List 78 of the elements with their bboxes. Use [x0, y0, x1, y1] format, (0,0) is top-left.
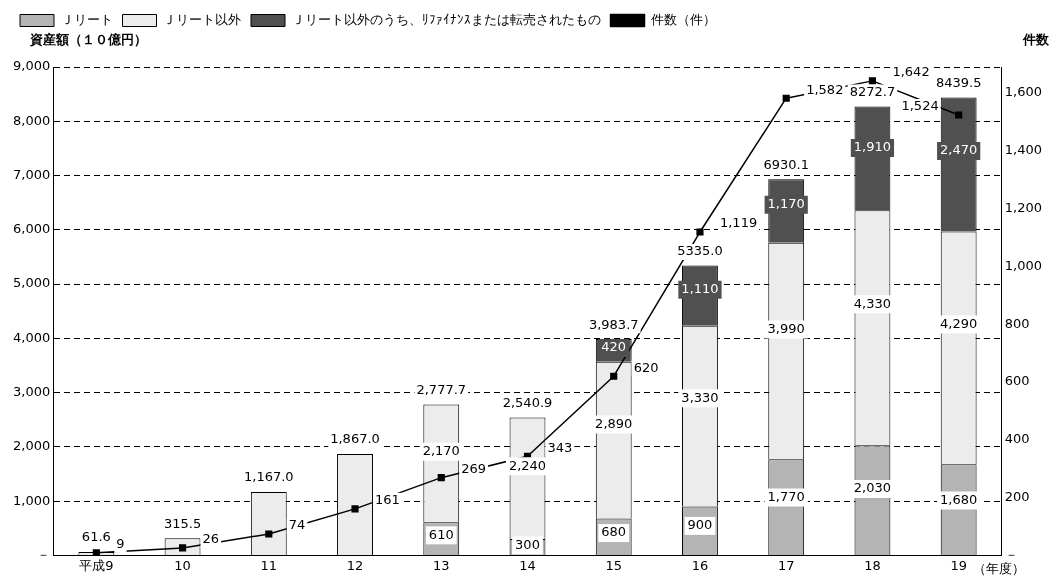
data-label: 269	[461, 461, 487, 477]
y2-tick-label: 1,600	[1004, 84, 1042, 100]
y-tick-label: 9,000	[13, 58, 51, 74]
y2-tick-label: 600	[1004, 373, 1030, 389]
x-tick-label: 15	[605, 557, 623, 573]
data-label: 300	[515, 536, 540, 552]
annotation: 61.6	[81, 529, 111, 545]
annotation: 6930.1	[763, 156, 809, 172]
x-tick-label: 10	[174, 557, 191, 573]
data-label: 1,170	[767, 196, 805, 212]
annotation: 5335.0	[677, 243, 723, 259]
data-label: 2,030	[853, 480, 892, 496]
data-label: 4,330	[853, 295, 892, 311]
legend-label: Ｊリート	[60, 11, 113, 27]
annotation: 1,167.0	[243, 469, 294, 485]
data-label: 900	[687, 517, 713, 533]
x-tick-label: 16	[691, 557, 709, 573]
x-tick-label: 13	[432, 557, 450, 573]
y2-tick-label: 1,400	[1004, 142, 1042, 158]
data-label: 2,890	[595, 415, 633, 431]
annotation: 1,867.0	[330, 431, 380, 447]
x-tick-label: 12	[346, 557, 364, 573]
y2-tick-label: 200	[1004, 488, 1030, 504]
y-tick-label: 2,000	[13, 438, 51, 454]
y-tick-label: 1,000	[13, 492, 51, 508]
data-label: 1,910	[853, 139, 892, 155]
data-label: 74	[288, 517, 306, 533]
x-axis-title: （年度）	[972, 560, 1025, 576]
data-label: 343	[547, 439, 573, 455]
y-axis-title: 資産額（１０億円）	[29, 32, 147, 48]
data-label: 420	[601, 339, 627, 355]
y2-tick-label: 1,000	[1004, 257, 1042, 273]
annotation: 2,540.9	[502, 394, 553, 410]
data-label: 3,990	[767, 320, 805, 336]
y2-tick-label: 400	[1004, 431, 1030, 447]
data-label: 1,119	[719, 215, 758, 231]
annotation: 2,777.7	[416, 382, 467, 398]
x-tick-label: 18	[864, 557, 881, 573]
legend-label: Ｊリート以外のうち、ﾘﾌｧｲﾅﾝｽまたは転売されたもの	[291, 11, 601, 27]
legend-label: 件数（件）	[651, 11, 716, 27]
data-label: 1,770	[767, 488, 805, 504]
y-tick-label: 3,000	[13, 383, 51, 399]
data-label: 2,470	[940, 142, 978, 158]
annotation: 3,983.7	[588, 316, 639, 332]
data-label: 610	[428, 526, 454, 542]
y-tick-label: －	[37, 546, 51, 562]
annotation: 8272.7	[849, 83, 896, 99]
data-label: 1,524	[901, 98, 939, 114]
y2-axis-title: 件数	[1022, 32, 1050, 48]
data-label: 1,110	[681, 281, 719, 297]
y2-tick-label: －	[1004, 546, 1018, 562]
x-tick-label: 11	[260, 557, 278, 573]
data-label: 2,240	[508, 457, 547, 473]
data-label: 161	[375, 492, 400, 508]
data-label: 680	[601, 524, 627, 540]
data-label: 1,680	[940, 491, 978, 507]
data-label: 9	[116, 536, 125, 552]
x-tick-label: 平成9	[79, 557, 114, 573]
data-label: 620	[633, 359, 659, 375]
annotation: 8439.5	[935, 74, 982, 90]
y2-tick-label: 1,200	[1004, 199, 1042, 215]
data-label: 4,290	[940, 315, 978, 331]
x-tick-label: 17	[777, 557, 795, 573]
data-label: 1,642	[892, 64, 930, 80]
data-label: 1,582	[806, 81, 844, 97]
data-label: 3,330	[681, 389, 719, 405]
y-tick-label: 4,000	[13, 329, 51, 345]
data-label: 2,170	[422, 443, 460, 459]
y-tick-label: 5,000	[13, 275, 51, 291]
y-tick-label: 7,000	[13, 166, 51, 182]
y-tick-label: 8,000	[13, 112, 51, 128]
x-tick-label: 19	[950, 557, 967, 573]
y-tick-label: 6,000	[13, 221, 51, 237]
x-tick-label: 14	[519, 557, 536, 573]
annotation: 315.5	[163, 515, 202, 531]
y2-tick-label: 800	[1004, 315, 1030, 331]
legend-label: Ｊリート以外	[163, 11, 241, 27]
data-label: 26	[202, 531, 220, 547]
